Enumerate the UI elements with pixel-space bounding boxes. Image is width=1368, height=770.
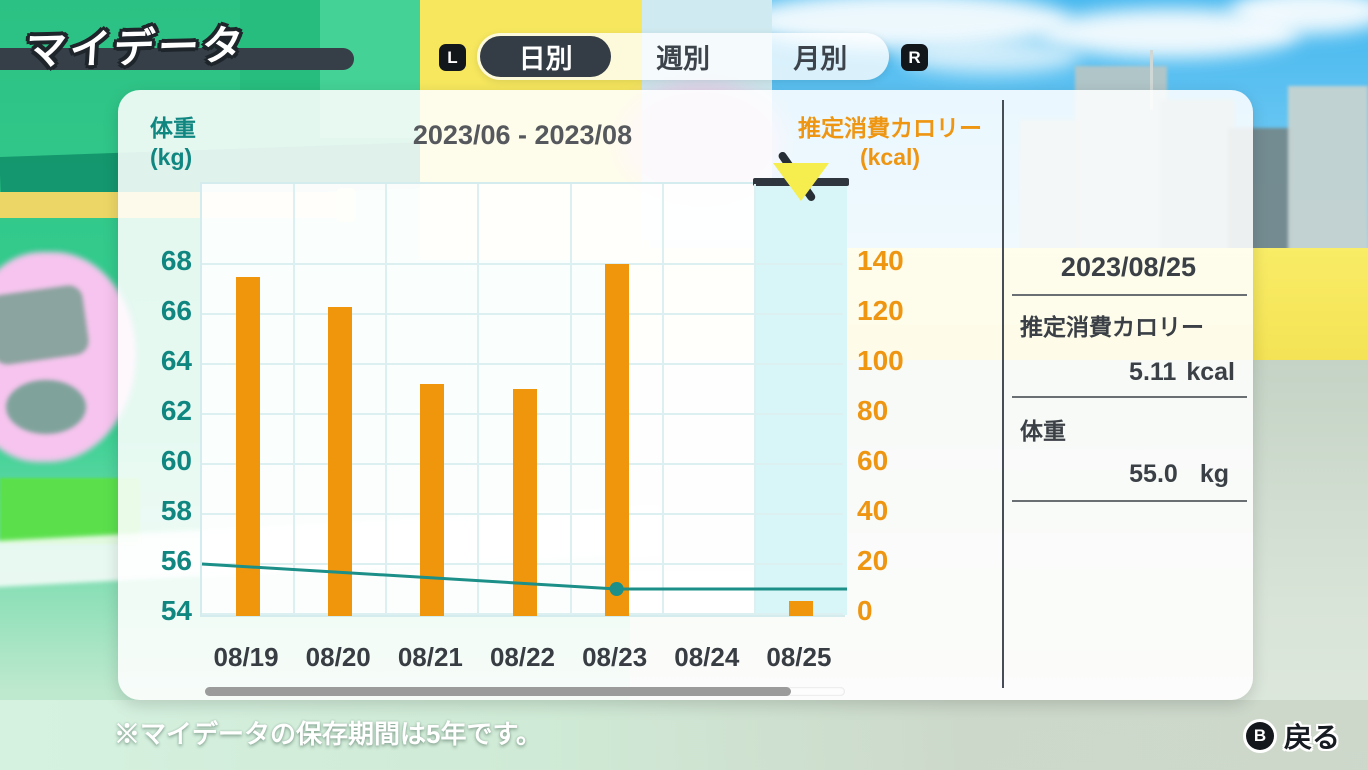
vertical-gridline (477, 184, 480, 615)
chart-scrollbar (205, 687, 845, 696)
calorie-axis-tick: 80 (857, 395, 889, 426)
page-title: マイデータ (24, 22, 248, 74)
calories-number: 5.11 (1129, 358, 1177, 386)
calorie-bar (512, 389, 537, 616)
detail-weight-value: 55.0 kg (1004, 460, 1253, 489)
selection-marker-triangle (772, 163, 829, 201)
weight-axis-tick: 60 (160, 445, 192, 476)
vertical-gridline (753, 184, 756, 615)
period-tab-group: 日別 週別 月別 (477, 33, 889, 80)
detail-rule (1012, 396, 1247, 398)
weight-point-marker (609, 582, 624, 596)
day-detail-section: 2023/08/25 推定消費カロリー 5.11 kcal 体重 55.0 kg (1004, 90, 1253, 700)
weight-axis-title-line2: (kg) (150, 144, 193, 170)
calorie-bar (328, 306, 353, 616)
calorie-axis-title-line2: (kcal) (859, 144, 921, 170)
horizontal-gridline (202, 363, 843, 365)
date-axis-label: 08/19 (213, 642, 279, 672)
detail-rule (1012, 500, 1247, 502)
tab-weekly[interactable]: 週別 (655, 44, 710, 74)
back-label: 戻る (1283, 722, 1340, 753)
b-button-icon: B (1245, 722, 1274, 750)
calorie-axis-tick: 40 (857, 495, 889, 526)
cloud-shape (900, 40, 1080, 74)
date-axis-label: 08/22 (489, 642, 556, 672)
calorie-bar (236, 276, 261, 616)
selected-day-column (754, 184, 847, 615)
horizontal-gridline (202, 313, 843, 315)
weight-line-layer (201, 562, 847, 596)
green-strip-shape (0, 478, 140, 544)
date-axis-label: 08/25 (766, 642, 832, 672)
weight-axis-tick: 58 (160, 495, 192, 526)
tab-monthly[interactable]: 月別 (793, 44, 848, 74)
building-shape (1288, 86, 1368, 262)
weight-axis-title-line1: 体重 (150, 115, 196, 141)
vertical-gridline (661, 184, 664, 615)
weight-unit: kg (1199, 460, 1229, 488)
weight-line (201, 562, 847, 591)
graffiti-shape (0, 283, 91, 367)
detail-calories-label: 推定消費カロリー (1020, 314, 1204, 340)
date-axis-label: 08/24 (674, 642, 740, 672)
weight-axis-tick: 66 (160, 295, 192, 326)
vertical-gridline (293, 184, 296, 615)
weight-axis-tick: 62 (160, 395, 192, 426)
plot-area (200, 150, 849, 617)
detail-rule (1012, 294, 1247, 296)
calories-unit: kcal (1186, 358, 1235, 386)
calorie-axis-tick: 140 (857, 245, 904, 276)
chart-scrollbar-thumb[interactable] (205, 687, 791, 696)
footer-strip-shape (0, 700, 1368, 770)
chart-date-range-title: 2023/06 - 2023/08 (412, 120, 633, 150)
calorie-axis-title: 推定消費カロリー (kcal) (758, 114, 1022, 172)
graffiti-shape (6, 380, 86, 434)
detail-weight-label: 体重 (1020, 418, 1066, 444)
antenna-shape (1150, 50, 1153, 110)
date-axis-label: 08/20 (305, 642, 371, 672)
detail-date: 2023/08/25 (1060, 252, 1197, 282)
selection-marker-icon (772, 150, 829, 203)
weight-axis-tick: 56 (160, 545, 192, 576)
tab-daily[interactable]: 日別 (480, 36, 612, 77)
r-shoulder-button[interactable]: R (901, 44, 928, 71)
calorie-axis-tick: 100 (857, 345, 904, 376)
calorie-axis-tick: 120 (857, 295, 904, 326)
panel-divider (1002, 100, 1004, 688)
my-data-panel: 体重 (kg) 2023/06 - 2023/08 推定消費カロリー (kcal… (118, 90, 1253, 700)
calorie-axis-tick: 20 (857, 545, 889, 576)
vertical-gridline (385, 184, 388, 615)
weight-axis-tick: 54 (160, 595, 192, 626)
calorie-axis-title-line1: 推定消費カロリー (798, 115, 982, 141)
back-button[interactable]: B 戻る (1245, 716, 1340, 756)
calorie-axis-tick: 60 (857, 445, 889, 476)
vertical-gridline (569, 184, 572, 615)
date-axis-label: 08/23 (582, 642, 648, 672)
calorie-axis-tick: 0 (857, 595, 873, 626)
retention-notice: ※マイデータの保存期間は5年です。 (114, 719, 542, 749)
calorie-bar (604, 264, 629, 616)
horizontal-gridline (202, 263, 843, 265)
weight-axis-tick: 68 (160, 245, 192, 276)
l-shoulder-button[interactable]: L (439, 44, 466, 71)
weight-number: 55.0 (1129, 460, 1178, 488)
calorie-bar (788, 601, 813, 616)
date-axis-label: 08/21 (397, 642, 463, 672)
detail-calories-value: 5.11 kcal (1004, 358, 1253, 387)
title-bar (0, 48, 354, 70)
weight-axis-title: 体重 (kg) (150, 114, 196, 172)
weight-axis-tick: 64 (160, 345, 192, 376)
